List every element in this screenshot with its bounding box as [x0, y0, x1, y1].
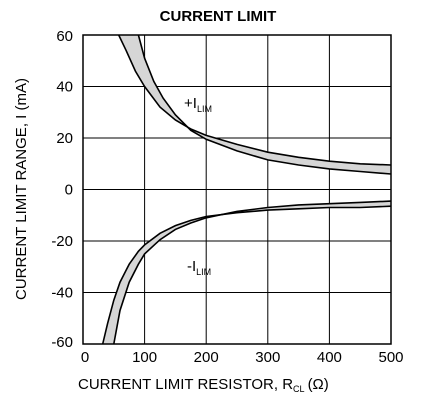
band-lower-curve-negative — [101, 205, 392, 345]
x-tick-label: 200 — [194, 349, 219, 366]
x-tick-labels: 0 100 200 300 400 500 — [81, 349, 404, 366]
series-label-positive: +ILIM — [184, 95, 212, 114]
band-lower-curve-positive — [137, 34, 392, 175]
x-tick-label: 300 — [255, 349, 280, 366]
y-tick-label: 40 — [56, 79, 73, 96]
band-fill-positive — [118, 35, 391, 174]
series-label-negative-main: -I — [187, 258, 196, 275]
series-label-positive-main: +I — [184, 95, 197, 112]
x-axis-label: CURRENT LIMIT RESISTOR, RCL (Ω) — [78, 376, 329, 394]
plot-frame — [82, 34, 392, 345]
chart-title: CURRENT LIMIT — [160, 8, 277, 25]
x-axis-label-subscript: CL — [293, 384, 305, 394]
series-label-negative-subscript: LIM — [196, 267, 211, 277]
x-axis-label-main: CURRENT LIMIT RESISTOR, R — [78, 376, 293, 393]
data-bands — [101, 34, 392, 345]
x-tick-label: 400 — [317, 349, 342, 366]
x-tick-label: 100 — [132, 349, 157, 366]
y-tick-labels: 60 40 20 0 -20 -40 -60 — [51, 28, 73, 351]
y-tick-label: 0 — [65, 182, 73, 199]
x-axis-label-unit: (Ω) — [308, 376, 329, 393]
y-tick-label: 60 — [56, 28, 73, 45]
y-axis-label: CURRENT LIMIT RANGE, I (mA) — [13, 78, 30, 300]
y-tick-label: 20 — [56, 130, 73, 147]
band-upper-curve-negative — [113, 200, 392, 345]
series-label-negative: -ILIM — [187, 258, 211, 277]
x-tick-label: 500 — [378, 349, 403, 366]
x-tick-label: 0 — [81, 349, 89, 366]
band-fill-negative — [102, 201, 391, 344]
band-upper-curve-positive — [117, 34, 392, 166]
y-tick-label: -60 — [51, 334, 73, 351]
series-label-positive-subscript: LIM — [197, 104, 212, 114]
grid-lines — [83, 35, 391, 344]
y-tick-label: -20 — [51, 233, 73, 250]
y-tick-label: -40 — [51, 285, 73, 302]
